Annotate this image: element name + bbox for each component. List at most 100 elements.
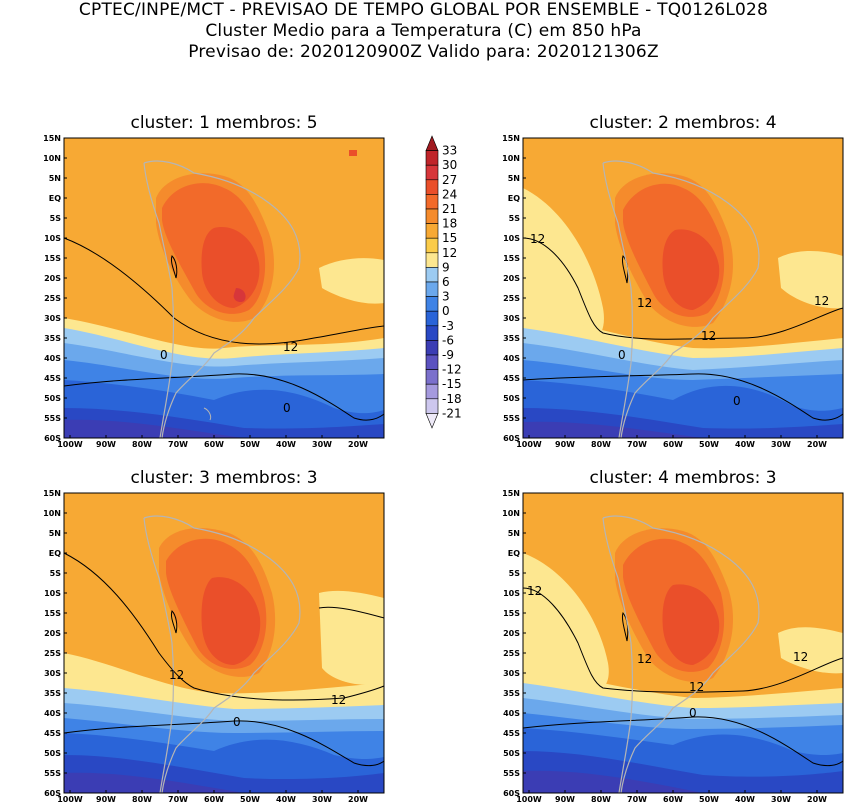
lat-tick-label: 20S — [44, 629, 61, 638]
lat-tick-label: 30S — [44, 669, 61, 678]
map-field — [522, 493, 844, 794]
lat-tick-label: EQ — [49, 194, 61, 203]
colorbar-label: -15 — [442, 377, 462, 391]
figure-title: CPTEC/INPE/MCT - PREVISAO DE TEMPO GLOBA… — [0, 0, 847, 63]
colorbar-box — [425, 398, 439, 414]
colorbar-box — [425, 310, 439, 327]
lat-tick-label: 15S — [503, 609, 520, 618]
lat-tick-label: 15N — [43, 134, 61, 143]
lon-tick-label: 40W — [735, 440, 755, 449]
colorbar-boxes — [425, 135, 439, 429]
lat-tick-label: 50S — [503, 749, 520, 758]
lon-tick-label: 30W — [312, 795, 332, 803]
colorbar-box — [425, 208, 439, 224]
lat-tick-label: 45S — [44, 729, 61, 738]
lon-tick-label: 30W — [771, 440, 791, 449]
lat-tick-label: 10N — [502, 154, 520, 163]
lat-tick-label: 15S — [503, 254, 520, 263]
colorbar-box — [425, 325, 439, 341]
lat-tick-label: 10S — [503, 234, 520, 243]
colorbar-box — [425, 267, 439, 283]
lon-tick-label: 100W — [516, 795, 542, 803]
lat-axis: 15N 10N 5N EQ 5S 10S 15S 20S 25S 30S 35S 40S 45S 50S 5… — [502, 134, 526, 443]
contour-label: 12 — [637, 652, 652, 666]
lon-tick-label: 100W — [57, 440, 83, 449]
colorbar-label: 33 — [442, 144, 457, 158]
contour-labels: 12 12 0 — [169, 668, 346, 729]
contour-labels: 12 0 0 — [160, 340, 298, 415]
lat-tick-label: 20S — [503, 629, 520, 638]
lon-tick-label: 60W — [204, 795, 224, 803]
colorbar-label: 12 — [442, 246, 457, 260]
colorbar-box — [425, 281, 439, 297]
lon-tick-label: 60W — [663, 440, 683, 449]
lat-tick-label: 55S — [44, 414, 61, 423]
contour-label: 12 — [169, 668, 184, 682]
colorbar-label: 6 — [442, 275, 450, 289]
colorbar-label: 18 — [442, 217, 457, 231]
lat-tick-label: 10S — [44, 234, 61, 243]
lat-tick-label: 10N — [43, 509, 61, 518]
lat-tick-label: 40S — [503, 709, 520, 718]
lon-axis: 100W 90W 80W 70W 60W 50W 40W 30W 20W — [516, 435, 827, 449]
colorbar-box — [425, 383, 439, 400]
colorbar-label: 30 — [442, 158, 457, 172]
lat-tick-label: 60S — [503, 789, 520, 798]
contour-label: 0 — [233, 715, 241, 729]
lat-axis: 15N 10N 5N EQ 5S 10S 15S 20S 25S 30S 35S 40S 45S 50S 5… — [43, 134, 67, 443]
lat-tick-label: 25S — [503, 294, 520, 303]
lat-tick-label: 45S — [503, 729, 520, 738]
colorbar-label: -3 — [442, 319, 454, 333]
colorbar-box — [425, 354, 439, 370]
lat-tick-label: 20S — [503, 274, 520, 283]
colorbar-box — [425, 179, 439, 195]
lat-tick-label: 55S — [503, 769, 520, 778]
lat-tick-label: EQ — [508, 194, 520, 203]
lat-tick-label: EQ — [508, 549, 520, 558]
lon-tick-label: 20W — [348, 795, 368, 803]
lon-tick-label: 100W — [516, 440, 542, 449]
lon-tick-label: 70W — [168, 440, 188, 449]
panel-title-1: cluster: 1 membros: 5 — [130, 113, 318, 133]
lat-tick-label: 35S — [503, 689, 520, 698]
map-field — [63, 138, 385, 439]
lon-tick-label: 20W — [807, 795, 827, 803]
lat-tick-label: 35S — [44, 334, 61, 343]
lat-tick-label: 15N — [502, 489, 520, 498]
colorbar-box — [425, 164, 439, 181]
contour-label: 0 — [733, 394, 741, 408]
lat-tick-label: 60S — [44, 789, 61, 798]
contour-label: 12 — [527, 584, 542, 598]
lat-tick-label: 50S — [503, 394, 520, 403]
lat-tick-label: 25S — [44, 649, 61, 658]
lat-axis: 15N 10N 5N EQ 5S 10S 15S 20S 25S 30S 35S 40S 45S 50S 5… — [43, 489, 67, 798]
colorbar-label: 9 — [442, 260, 450, 274]
lon-tick-label: 90W — [96, 440, 116, 449]
map-panel-2: 12 12 12 12 0 0 15N 10N 5N EQ 5S 10S 15S 20S 25S… — [502, 134, 844, 449]
contour-label: 12 — [283, 340, 298, 354]
map-panel-1: 12 0 0 15N 10N 5N EQ 5S 10S 15S 20S 25S 30S 35S 40S… — [43, 134, 385, 449]
lon-tick-label: 30W — [312, 440, 332, 449]
colorbar-label: 24 — [442, 187, 457, 201]
contour-label: 0 — [689, 706, 697, 720]
map-frame — [522, 492, 844, 794]
panel-title-4: cluster: 4 membros: 3 — [589, 468, 777, 488]
contour-label: 0 — [160, 348, 168, 362]
lon-tick-label: 40W — [276, 440, 296, 449]
colorbar-label: 3 — [442, 290, 450, 304]
map-panel-4: 12 12 12 12 0 15N 10N 5N EQ 5S 10S 15S 20S 25S 30… — [502, 489, 844, 803]
lat-tick-label: 10N — [502, 509, 520, 518]
map-frame — [63, 492, 385, 794]
lat-tick-label: 10N — [43, 154, 61, 163]
lat-tick-label: 60S — [503, 434, 520, 443]
colorbar-label: -12 — [442, 363, 462, 377]
contour-label: 12 — [701, 329, 716, 343]
lon-tick-label: 40W — [735, 795, 755, 803]
lon-tick-label: 50W — [699, 440, 719, 449]
lon-tick-label: 60W — [204, 440, 224, 449]
lat-tick-label: 30S — [503, 314, 520, 323]
lat-tick-label: 45S — [503, 374, 520, 383]
lat-tick-label: 55S — [44, 769, 61, 778]
contour-label: 0 — [618, 348, 626, 362]
